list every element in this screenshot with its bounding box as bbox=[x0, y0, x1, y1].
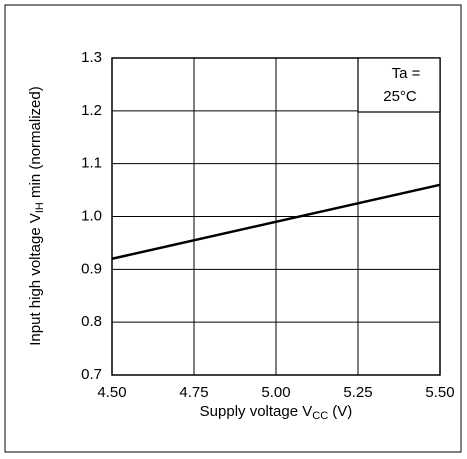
x-tick-label: 4.75 bbox=[179, 384, 208, 401]
y-tick-label: 1.2 bbox=[81, 102, 102, 119]
y-label-part: min (normalized) bbox=[27, 86, 44, 202]
y-tick-label: 1.1 bbox=[81, 155, 102, 172]
x-label-part: Supply voltage V bbox=[200, 403, 313, 420]
y-tick-label: 1.3 bbox=[81, 49, 102, 66]
y-axis-label: Input high voltage VIH min (normalized) bbox=[27, 86, 46, 345]
annotation: 25°C bbox=[383, 88, 417, 105]
annotation-box bbox=[357, 57, 441, 113]
frame bbox=[4, 4, 462, 453]
x-tick-label: 4.50 bbox=[97, 384, 126, 401]
y-label-part: Input high voltage V bbox=[27, 213, 44, 346]
y-tick-label: 0.9 bbox=[81, 260, 102, 277]
y-tick-label: 0.7 bbox=[81, 366, 102, 383]
x-tick-label: 5.00 bbox=[261, 384, 290, 401]
x-tick-label: 5.25 bbox=[343, 384, 372, 401]
y-tick-label: 0.8 bbox=[81, 313, 102, 330]
y-tick-label: 1.0 bbox=[81, 207, 102, 224]
series-line bbox=[111, 183, 441, 260]
x-label-sub: CC bbox=[312, 410, 328, 422]
y-label-sub: IH bbox=[34, 202, 46, 213]
x-tick-label: 5.50 bbox=[425, 384, 454, 401]
x-axis-label: Supply voltage VCC (V) bbox=[200, 403, 353, 422]
x-label-part: (V) bbox=[328, 403, 352, 420]
annotation: Ta = bbox=[392, 65, 421, 82]
plot-area bbox=[111, 57, 441, 376]
